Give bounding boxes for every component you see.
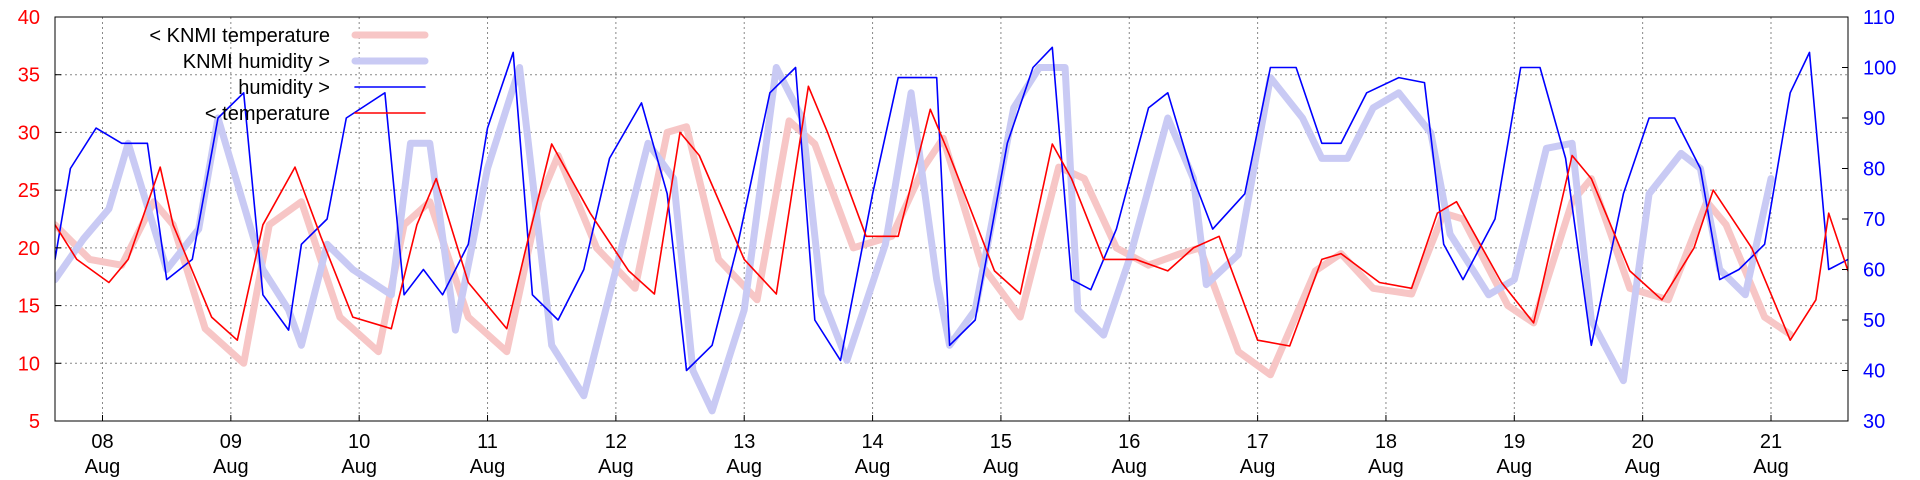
- right-y-tick-label: 90: [1863, 108, 1885, 130]
- right-y-tick-label: 110: [1863, 7, 1895, 29]
- left-y-tick-label: 35: [18, 65, 40, 87]
- left-y-tick-label: 30: [18, 122, 40, 144]
- x-tick-day-label: 17: [1246, 431, 1268, 453]
- x-tick-day-label: 09: [220, 431, 242, 453]
- legend: < KNMI temperature KNMI humidity > humidit…: [149, 25, 429, 125]
- x-tick-month-label: Aug: [1368, 456, 1404, 478]
- x-tick-month-label: Aug: [1625, 456, 1661, 478]
- right-y-tick-label: 30: [1863, 411, 1885, 433]
- left-y-tick-label: 5: [29, 411, 40, 433]
- x-tick-day-label: 15: [990, 431, 1012, 453]
- right-y-tick-label: 80: [1863, 159, 1885, 181]
- x-tick-month-label: Aug: [983, 456, 1019, 478]
- x-tick-month-label: Aug: [341, 456, 377, 478]
- left-y-tick-label: 10: [18, 353, 40, 375]
- x-tick-day-label: 13: [733, 431, 755, 453]
- series-line-3: [55, 85, 1848, 347]
- legend-entry-label: < temperature: [205, 103, 330, 125]
- left-y-tick-label: 20: [18, 238, 40, 260]
- x-tick-month-label: Aug: [1111, 456, 1147, 478]
- tick-layer: 40 35 30 25 20 15 10 5 110 100 90 80 70 60 50 40 30 08 Aug…: [18, 7, 1897, 478]
- left-y-tick-label: 40: [18, 7, 40, 29]
- x-tick-day-label: 19: [1503, 431, 1525, 453]
- x-tick-day-label: 11: [477, 431, 498, 453]
- series-layer: [55, 46, 1848, 415]
- x-tick-day-label: 14: [861, 431, 883, 453]
- x-tick-month-label: Aug: [1753, 456, 1789, 478]
- right-y-tick-label: 60: [1863, 260, 1885, 282]
- left-y-tick-label: 15: [18, 296, 40, 318]
- x-tick-day-label: 20: [1632, 431, 1654, 453]
- x-tick-month-label: Aug: [85, 456, 121, 478]
- legend-entry-label: < KNMI temperature: [149, 25, 330, 47]
- x-tick-day-label: 12: [605, 431, 627, 453]
- legend-entry-label: KNMI humidity >: [183, 51, 330, 73]
- x-tick-month-label: Aug: [1240, 456, 1276, 478]
- x-tick-month-label: Aug: [598, 456, 634, 478]
- right-y-tick-label: 40: [1863, 361, 1885, 383]
- x-tick-day-label: 10: [348, 431, 370, 453]
- right-y-tick-label: 50: [1863, 310, 1885, 332]
- legend-entry-label: humidity >: [238, 77, 330, 99]
- x-tick-month-label: Aug: [726, 456, 762, 478]
- series-line-1: [55, 64, 1775, 415]
- x-tick-day-label: 18: [1375, 431, 1397, 453]
- x-tick-day-label: 21: [1760, 431, 1782, 453]
- left-y-tick-label: 25: [18, 180, 40, 202]
- series-line-2: [55, 46, 1848, 372]
- x-tick-day-label: 08: [91, 431, 113, 453]
- right-y-tick-label: 100: [1863, 58, 1896, 80]
- right-y-tick-label: 70: [1863, 209, 1885, 231]
- x-tick-month-label: Aug: [1497, 456, 1533, 478]
- x-tick-month-label: Aug: [213, 456, 249, 478]
- x-tick-month-label: Aug: [855, 456, 891, 478]
- x-tick-day-label: 16: [1118, 431, 1140, 453]
- x-tick-month-label: Aug: [470, 456, 506, 478]
